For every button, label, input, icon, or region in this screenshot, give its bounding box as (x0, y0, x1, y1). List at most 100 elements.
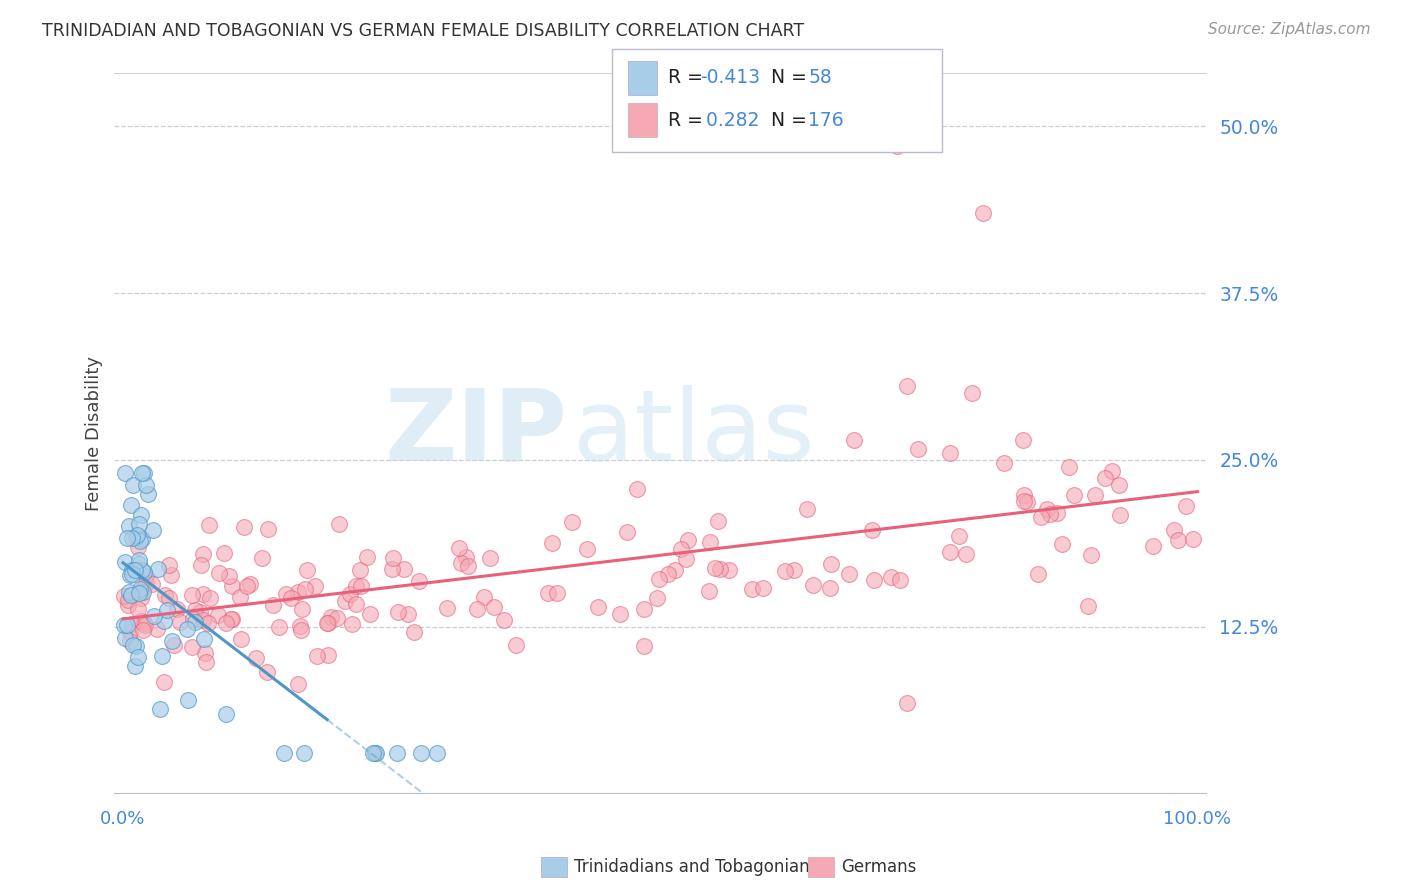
Germans (193, 613, 215, 627)
Germans (394, 562, 416, 576)
Germans (796, 502, 818, 516)
Germans (783, 563, 806, 577)
Trinidadians and Tobagonians (128, 586, 150, 600)
Germans (134, 618, 156, 632)
Germans (1036, 501, 1059, 516)
Germans (191, 547, 214, 561)
Trinidadians and Tobagonians (115, 531, 138, 545)
Trinidadians and Tobagonians (118, 568, 141, 582)
Trinidadians and Tobagonians (124, 659, 146, 673)
Text: 58: 58 (808, 68, 832, 87)
Germans (1142, 539, 1164, 553)
Germans (993, 456, 1015, 470)
Germans (1031, 510, 1053, 524)
Trinidadians and Tobagonians (385, 747, 408, 761)
Trinidadians and Tobagonians (129, 534, 152, 549)
Germans (159, 567, 181, 582)
Trinidadians and Tobagonians (129, 582, 152, 596)
Germans (1050, 537, 1073, 551)
Germans (1108, 508, 1130, 522)
Germans (381, 562, 404, 576)
Germans (707, 514, 730, 528)
Germans (131, 582, 153, 596)
Germans (837, 567, 859, 582)
Trinidadians and Tobagonians (292, 747, 315, 761)
Text: 0.0%: 0.0% (100, 810, 146, 828)
Trinidadians and Tobagonians (136, 486, 159, 500)
Germans (181, 612, 204, 626)
Germans (344, 597, 367, 611)
Germans (112, 589, 135, 603)
Germans (896, 379, 918, 393)
Germans (408, 574, 430, 588)
Germans (862, 573, 884, 587)
Germans (939, 446, 962, 460)
Text: Germans: Germans (841, 858, 917, 876)
Text: ZIP: ZIP (385, 384, 568, 482)
Germans (245, 651, 267, 665)
Text: atlas: atlas (572, 384, 814, 482)
Germans (344, 579, 367, 593)
Trinidadians and Tobagonians (118, 585, 141, 599)
Trinidadians and Tobagonians (176, 622, 198, 636)
Germans (236, 579, 259, 593)
Germans (1108, 478, 1130, 492)
Trinidadians and Tobagonians (114, 466, 136, 480)
Germans (239, 577, 262, 591)
Germans (709, 561, 731, 575)
Germans (704, 561, 727, 575)
Trinidadians and Tobagonians (156, 602, 179, 616)
Germans (955, 547, 977, 561)
Germans (741, 582, 763, 597)
Germans (356, 550, 378, 565)
Trinidadians and Tobagonians (128, 557, 150, 571)
Germans (318, 615, 340, 630)
Germans (132, 616, 155, 631)
Germans (221, 612, 243, 626)
Germans (1181, 533, 1204, 547)
Germans (675, 551, 697, 566)
Germans (396, 607, 419, 621)
Trinidadians and Tobagonians (160, 633, 183, 648)
Germans (482, 600, 505, 615)
Text: -0.413: -0.413 (700, 68, 761, 87)
Germans (664, 563, 686, 577)
Germans (472, 590, 495, 604)
Germans (162, 638, 184, 652)
Germans (699, 534, 721, 549)
Germans (267, 620, 290, 634)
Germans (287, 585, 309, 599)
Germans (193, 587, 215, 601)
Trinidadians and Tobagonians (131, 466, 153, 480)
Germans (616, 524, 638, 539)
Germans (457, 559, 479, 574)
Germans (287, 676, 309, 690)
Germans (537, 586, 560, 600)
Germans (290, 623, 312, 637)
Germans (297, 563, 319, 577)
Trinidadians and Tobagonians (150, 649, 173, 664)
Germans (972, 206, 994, 220)
Germans (340, 617, 363, 632)
Germans (561, 515, 583, 529)
Germans (1167, 533, 1189, 548)
Germans (1080, 548, 1102, 562)
Germans (166, 602, 188, 616)
Germans (194, 646, 217, 660)
Germans (180, 588, 202, 602)
Germans (146, 622, 169, 636)
Germans (948, 529, 970, 543)
Trinidadians and Tobagonians (122, 639, 145, 653)
Germans (117, 598, 139, 612)
Germans (316, 648, 339, 663)
Germans (325, 611, 347, 625)
Germans (1175, 499, 1198, 513)
Germans (1163, 524, 1185, 538)
Germans (221, 579, 243, 593)
Germans (157, 591, 180, 606)
Germans (120, 625, 142, 640)
Trinidadians and Tobagonians (122, 478, 145, 492)
Text: 100.0%: 100.0% (1164, 810, 1232, 828)
Germans (447, 541, 470, 556)
Trinidadians and Tobagonians (135, 478, 157, 492)
